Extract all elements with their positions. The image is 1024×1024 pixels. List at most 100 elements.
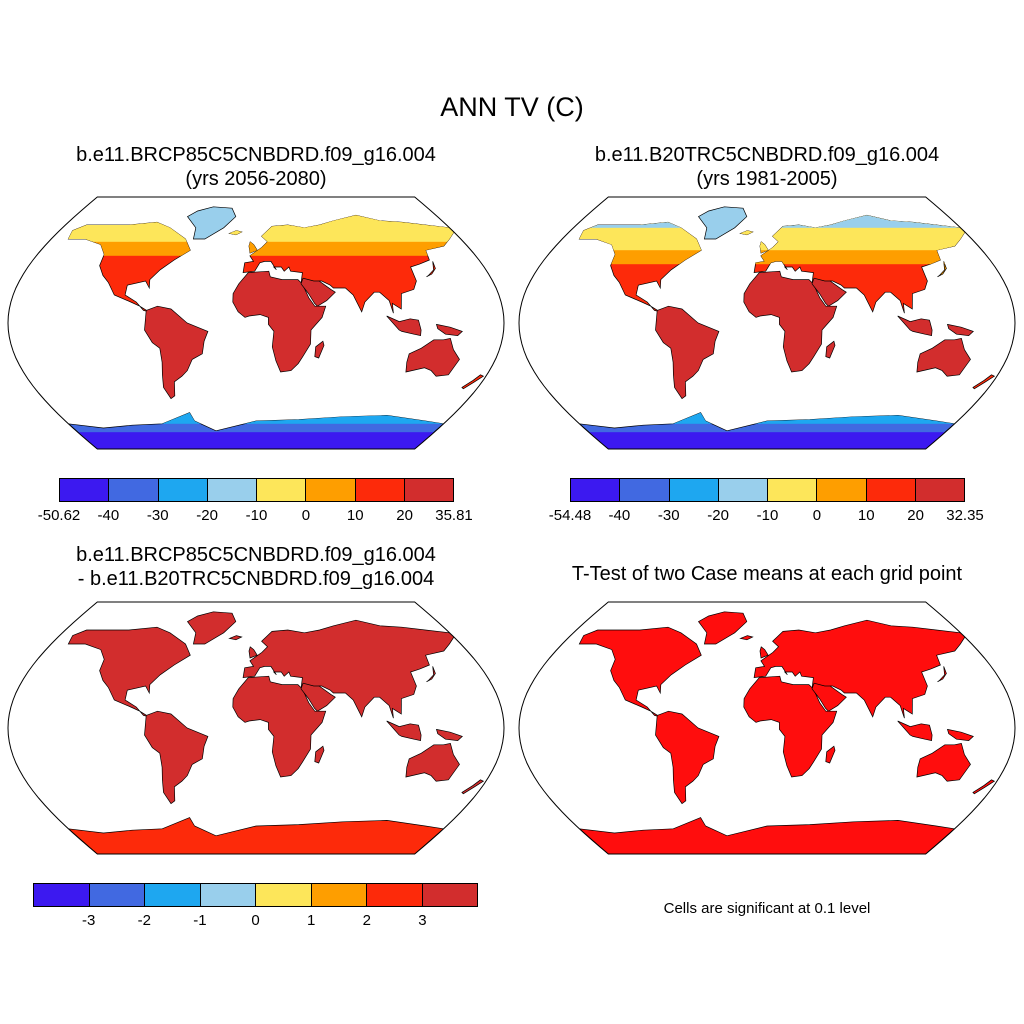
colorbar-tick-label: 0	[251, 912, 260, 929]
panel3-title-line1: b.e11.BRCP85C5CNBDRD.f09_g16.004	[76, 544, 436, 566]
continent-newzealand	[972, 779, 996, 795]
continent-africa	[232, 270, 327, 373]
colorbar-box	[311, 884, 367, 906]
continent-madagascar	[825, 745, 836, 764]
globe-outline	[7, 196, 505, 450]
temperature-band	[68, 432, 444, 449]
colorbar-tick-label: 35.81	[435, 507, 473, 524]
colorbar-tick-label: -40	[97, 507, 120, 524]
continent-newzealand	[972, 374, 996, 390]
colorbar-tick-label: -10	[245, 507, 268, 524]
colorbar-tick-label: -50.62	[37, 507, 81, 524]
continent-africa	[232, 675, 327, 778]
colorbar-tick-label: -20	[196, 507, 218, 524]
continent-australia	[405, 742, 460, 782]
temperature-band	[579, 215, 965, 251]
colorbar-box	[256, 884, 312, 906]
world-map	[518, 196, 1016, 450]
panel4-title: T-Test of two Case means at each grid po…	[571, 563, 963, 585]
continent-arabia	[811, 277, 847, 307]
temperature-band	[68, 412, 444, 424]
colorbar-tick-label: -40	[608, 507, 631, 524]
continent-newguinea	[947, 323, 974, 336]
colorbar-box	[866, 479, 916, 501]
globe-outline	[518, 601, 1016, 855]
colorbar-tick-label: 20	[907, 507, 924, 524]
colorbar-tick-label: 2	[362, 912, 371, 929]
globe-outline	[7, 601, 505, 855]
colorbar-tick-label: 3	[418, 912, 427, 929]
continent-japan	[426, 666, 436, 683]
colorbar-tick-label: -20	[707, 507, 729, 524]
colorbar-box	[257, 479, 307, 501]
continent-newzealand	[461, 374, 485, 390]
continent-uk	[248, 646, 258, 659]
temperature-band	[579, 432, 955, 449]
continent-southamerica	[655, 710, 720, 805]
continent-greenland	[186, 611, 237, 645]
continent-arabia	[300, 277, 336, 307]
continent-iceland	[228, 635, 243, 641]
continent-japan	[937, 261, 947, 278]
continent-madagascar	[825, 340, 836, 359]
continent-indonesia	[897, 720, 933, 742]
continent-newguinea	[436, 323, 463, 336]
world-map	[518, 601, 1016, 855]
colorbar-tick-label: -30	[657, 507, 680, 524]
continent-africa	[743, 675, 838, 778]
continent-southamerica	[144, 710, 209, 805]
colorbar-box	[306, 479, 356, 501]
continent-arabia	[811, 682, 847, 712]
panel2-title: b.e11.B20TRC5CNBDRD.f09_g16.004 (yrs 198…	[517, 143, 1017, 191]
colorbar-tick-label: 10	[857, 507, 875, 524]
continent-uk	[759, 646, 769, 659]
temperature-band	[579, 412, 955, 424]
colorbar-tick-label: 1	[306, 912, 316, 929]
continent-antarctica	[578, 817, 956, 854]
continent-southamerica	[144, 305, 209, 400]
colorbar-box	[404, 479, 453, 501]
colorbar-tick-label: -54.48	[548, 507, 592, 524]
continent-indonesia	[386, 315, 422, 337]
continent-newzealand	[461, 779, 485, 795]
colorbar-tick-label: 20	[396, 507, 413, 524]
continent-greenland	[697, 611, 748, 645]
temperature-band	[579, 215, 965, 228]
temperature-band	[68, 215, 454, 242]
panel3-title-line2: - b.e11.B20TRC5CNBDRD.f09_g16.004	[77, 568, 435, 590]
colorbar-box	[60, 479, 110, 501]
colorbar-box	[207, 479, 257, 501]
continent-australia	[405, 337, 460, 377]
colorbar-tick-label: 0	[301, 507, 311, 524]
continent-japan	[937, 666, 947, 683]
world-map	[7, 601, 505, 855]
colorbar-box	[571, 479, 621, 501]
continent-europeasia	[753, 619, 966, 719]
colorbar-box	[109, 479, 159, 501]
colorbar-box	[200, 884, 256, 906]
continent-japan	[426, 261, 436, 278]
continent-newguinea	[436, 728, 463, 741]
colorbar-tick-label: -10	[756, 507, 779, 524]
continent-madagascar	[314, 340, 325, 359]
continent-greenland	[186, 206, 237, 240]
continent-africa	[743, 270, 838, 373]
continent-madagascar	[314, 745, 325, 764]
continent-indonesia	[386, 720, 422, 742]
continent-newguinea	[947, 728, 974, 741]
colorbar-box	[768, 479, 818, 501]
colorbar-tick-label: -1	[193, 912, 207, 929]
panel2-title-line1: b.e11.B20TRC5CNBDRD.f09_g16.004	[594, 144, 940, 166]
colorbar-tick-label: 0	[812, 507, 822, 524]
main-title: ANN TV (C)	[440, 92, 584, 122]
colorbar-tick-label: 10	[346, 507, 364, 524]
continent-europeasia	[242, 619, 455, 719]
colorbar-box	[620, 479, 670, 501]
world-map	[7, 196, 505, 450]
continent-northamerica	[67, 626, 191, 718]
colorbar-tick-label: -2	[137, 912, 151, 929]
panel1-title-line2: (yrs 2056-2080)	[185, 168, 327, 190]
colorbar-panel-3	[33, 883, 478, 907]
panel1-title: b.e11.BRCP85C5CNBDRD.f09_g16.004 (yrs 20…	[6, 143, 506, 191]
panel3-title: b.e11.BRCP85C5CNBDRD.f09_g16.004 - b.e11…	[6, 543, 506, 591]
